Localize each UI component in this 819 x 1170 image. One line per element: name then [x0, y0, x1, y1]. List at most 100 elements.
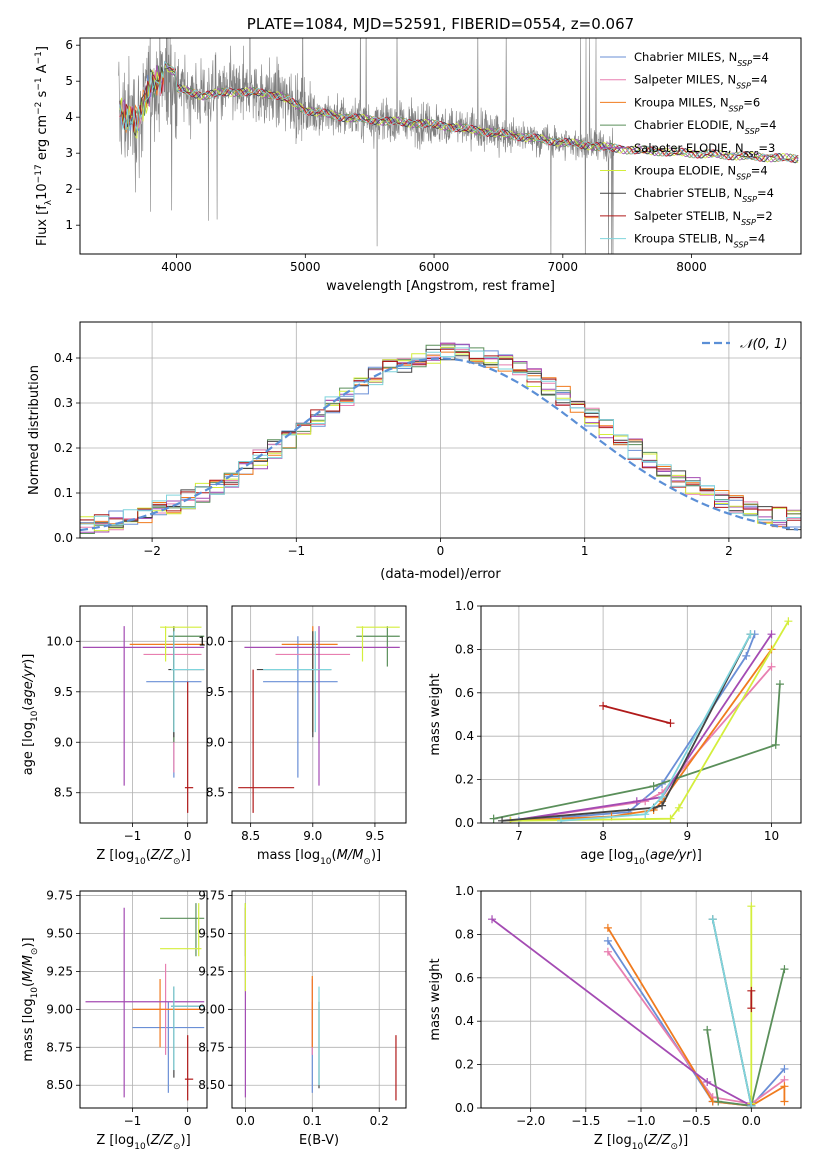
y-tick-label: 8.5: [54, 786, 73, 800]
legend: 𝒩(0, 1): [702, 337, 787, 352]
x-axis-label: (data-model)/error: [380, 567, 501, 582]
weight-line: [510, 620, 790, 822]
plus-marker: [742, 651, 751, 660]
y-tick-label: 9.0: [206, 735, 225, 749]
x-tick-label: 0.0: [236, 1114, 255, 1128]
weight-line: [602, 704, 671, 725]
plus-marker: [641, 797, 650, 806]
plot-area: [80, 342, 801, 534]
y-tick-label: 9.75: [46, 889, 73, 903]
plus-marker: [780, 1082, 789, 1091]
weight-line: [706, 968, 786, 1107]
plus-marker: [488, 915, 497, 924]
x-tick-label: −1: [124, 1114, 142, 1128]
y-tick-label: 0.1: [54, 486, 73, 500]
plus-marker: [747, 1004, 756, 1013]
plus-marker: [747, 1101, 756, 1108]
panel-age-vs-Z: −1 0 8.5 9.0 9.5 10.0 Z [log10(Z/Z⊙)] age [log1…: [21, 605, 208, 867]
model-spectrum: [119, 63, 799, 163]
y-axis-label: Normed distribution: [27, 365, 42, 495]
plus-marker: [780, 1097, 789, 1106]
y-tick-label: 0.8: [455, 927, 474, 941]
plot-area: [85, 903, 205, 1101]
x-axis-label: mass [log10(M/M⊙)]: [257, 848, 381, 867]
axes-frame: [231, 605, 407, 824]
legend-label: Kroupa STELIB, NSSP=4: [634, 232, 765, 250]
normal-curve: [80, 357, 799, 532]
plus-marker: [784, 617, 793, 626]
y-axis-label: mass weight: [428, 958, 443, 1040]
x-tick-label: −1: [287, 544, 305, 558]
weight-line: [510, 648, 773, 822]
x-tick-label: 7000: [548, 260, 579, 274]
y-tick-label: 8.5: [206, 786, 225, 800]
x-tick-label: 8000: [676, 260, 707, 274]
y-tick-label: 9.5: [54, 685, 73, 699]
legend-label: Chabrier STELIB, NSSP=4: [634, 186, 774, 204]
plot-area: [488, 902, 789, 1108]
x-tick-label: 6000: [419, 260, 450, 274]
x-tick-label: 0.0: [742, 1114, 761, 1128]
y-axis-label: Flux [fλ10−17 erg cm−2 s−1 A−1]: [34, 46, 54, 246]
y-tick-label: 0.4: [455, 729, 474, 743]
plus-marker: [708, 915, 717, 924]
y-tick-label: 8.50: [198, 1078, 225, 1092]
panel-mass-vs-EBV: 0.0 0.1 0.2 8.50 8.75 9.00 9.25 9.50 9.75 E(B-V): [198, 889, 407, 1148]
x-tick-label: 5000: [290, 260, 321, 274]
y-tick-label: 0.0: [455, 816, 474, 830]
plus-marker: [780, 1064, 789, 1073]
y-tick-label: 0.2: [455, 773, 474, 787]
panel-spectrum: 4000 5000 6000 7000 8000 1 2 3 4 5 6 PLATE=1084, MJ…: [34, 15, 802, 294]
x-axis-label: wavelength [Angstrom, rest frame]: [326, 279, 555, 294]
residual-histogram: [80, 347, 801, 526]
weight-line: [711, 919, 753, 1106]
panel-age-vs-mass: 8.5 9.0 9.5 8.5 9.0 9.5 10.0 mass [log10(M/M⊙)]: [198, 605, 407, 867]
plus-marker: [666, 814, 675, 823]
x-tick-label: 4000: [161, 260, 192, 274]
axes-frame: [231, 890, 407, 1109]
plus-marker: [603, 936, 612, 945]
legend-label: 𝒩(0, 1): [740, 337, 787, 352]
y-tick-label: 8.75: [198, 1040, 225, 1054]
plus-marker: [498, 816, 507, 823]
y-tick-label: 9.75: [198, 889, 225, 903]
x-tick-label: 0.1: [303, 1114, 322, 1128]
plus-marker: [674, 803, 683, 812]
x-tick-label: 8.5: [241, 829, 260, 843]
x-tick-label: 8: [599, 829, 607, 843]
panel-weight-vs-Z: −2.0 −1.5 −1.0 −0.5 0.0 0.0 0.2 0.4 0.6 0.8 1.0 Z […: [428, 884, 802, 1152]
weight-line: [502, 633, 752, 822]
plus-marker: [599, 701, 608, 710]
x-axis-label: Z [log10(Z/Z⊙)]: [96, 1133, 190, 1152]
model-spectrum: [119, 60, 799, 162]
plus-marker: [649, 782, 658, 791]
x-axis-label: Z [log10(Z/Z⊙)]: [96, 848, 190, 867]
y-tick-label: 9.25: [198, 964, 225, 978]
x-axis-label: Z [log10(Z/Z⊙)]: [594, 1133, 688, 1152]
axes-frame: [480, 890, 802, 1109]
y-tick-label: 0.0: [455, 1101, 474, 1115]
x-tick-label: −2.0: [516, 1114, 545, 1128]
weight-line: [607, 951, 785, 1105]
y-tick-label: 0.2: [455, 1058, 474, 1072]
legend-label: Kroupa ELODIE, NSSP=4: [634, 164, 768, 182]
weight-line: [560, 633, 752, 822]
y-tick-label: 0.0: [54, 531, 73, 545]
plot-area: [489, 617, 793, 823]
axes-frame: [79, 890, 208, 1109]
y-tick-label: 9.00: [198, 1002, 225, 1016]
y-tick-label: 9.50: [198, 926, 225, 940]
y-tick-label: 4: [65, 110, 73, 124]
axes-frame: [79, 605, 208, 824]
y-tick-label: 6: [65, 38, 73, 52]
chart-title: PLATE=1084, MJD=52591, FIBERID=0554, z=0…: [247, 15, 634, 33]
axes-frame: [480, 605, 802, 824]
plus-marker: [489, 814, 498, 823]
x-tick-label: 10: [764, 829, 779, 843]
x-tick-label: 9.5: [365, 829, 384, 843]
y-tick-label: 1.0: [455, 884, 474, 898]
y-tick-label: 1: [65, 218, 73, 232]
plot-area: [118, 38, 799, 254]
x-tick-label: 0: [437, 544, 445, 558]
